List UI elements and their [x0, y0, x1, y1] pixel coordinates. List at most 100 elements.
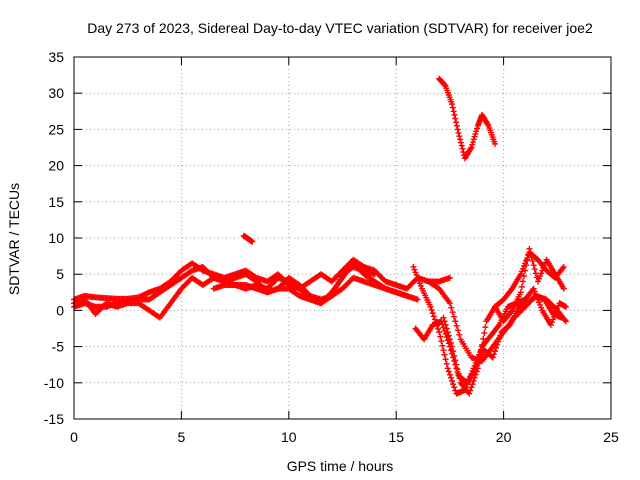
data-point — [455, 370, 462, 377]
y-tick-label: 15 — [48, 194, 64, 210]
data-point — [443, 325, 450, 332]
x-tick-label: 5 — [178, 429, 186, 445]
data-point — [538, 270, 545, 277]
data-point — [536, 275, 543, 282]
data-point — [524, 254, 531, 261]
data-point — [548, 319, 555, 326]
data-point — [457, 136, 464, 143]
y-tick-label: 5 — [56, 266, 64, 282]
data-point — [428, 306, 435, 313]
data-point — [547, 321, 554, 328]
y-tick-label: -5 — [52, 339, 65, 355]
data-point — [417, 282, 424, 289]
data-point — [471, 374, 478, 381]
data-point — [467, 387, 474, 394]
data-point — [476, 353, 483, 360]
data-point — [531, 288, 538, 295]
data-point — [249, 238, 256, 245]
data-point — [452, 115, 459, 122]
data-point — [446, 336, 453, 343]
y-tick-label: 25 — [48, 121, 64, 137]
data-point — [482, 324, 489, 331]
data-point — [449, 101, 456, 108]
data-point — [443, 360, 450, 367]
data-point — [453, 322, 460, 329]
data-point — [518, 268, 525, 275]
data-point — [468, 384, 475, 391]
data-point — [445, 332, 452, 339]
data-point — [452, 357, 459, 364]
data-point — [472, 371, 479, 378]
data-point — [440, 314, 447, 321]
data-point — [532, 270, 539, 277]
data-point — [447, 339, 454, 346]
data-point — [452, 318, 459, 325]
data-point — [550, 316, 557, 323]
data-point — [451, 111, 458, 118]
data-point — [442, 356, 449, 363]
data-point — [446, 371, 453, 378]
data-point — [449, 104, 456, 111]
data-point — [444, 329, 451, 336]
y-tick-label: 30 — [48, 85, 64, 101]
data-point — [531, 266, 538, 273]
data-point — [441, 351, 448, 358]
data-point — [474, 125, 481, 132]
data-point — [414, 296, 421, 303]
data-point — [413, 272, 420, 279]
data-point — [530, 262, 537, 269]
data-point — [522, 260, 529, 267]
data-point — [450, 313, 457, 320]
series-trace-j — [440, 245, 567, 397]
data-point — [519, 265, 526, 272]
data-point — [480, 335, 487, 342]
series-trace-f — [436, 75, 499, 162]
data-point — [537, 273, 544, 280]
data-point — [472, 130, 479, 137]
y-tick-label: 0 — [56, 302, 64, 318]
data-point — [442, 321, 449, 328]
data-point — [519, 278, 526, 285]
data-point — [444, 365, 451, 372]
data-point — [441, 82, 448, 89]
axis-ticks: 0 5 10 15 20 25 -15 -10 -5 0 5 10 15 20 25 30 35 — [44, 49, 619, 445]
data-point — [518, 283, 525, 290]
data-point — [414, 274, 421, 281]
y-tick-label: -15 — [44, 411, 64, 427]
series-trace-a — [71, 256, 453, 303]
data-point — [523, 257, 530, 264]
data-point — [530, 285, 537, 292]
data-point — [415, 277, 422, 284]
data-point — [457, 139, 464, 146]
data-point — [474, 365, 481, 372]
data-point — [445, 368, 452, 375]
data-point — [416, 280, 423, 287]
data-point — [451, 352, 458, 359]
data-point — [435, 325, 442, 332]
data-point — [454, 126, 461, 133]
y-tick-label: 35 — [48, 49, 64, 65]
data-point — [449, 343, 456, 350]
data-point — [453, 361, 460, 368]
data-point — [470, 377, 477, 384]
data-point — [492, 348, 499, 355]
data-point — [446, 274, 453, 281]
x-tick-label: 20 — [496, 429, 512, 445]
y-tick-label: 10 — [48, 230, 64, 246]
data-point — [447, 374, 454, 381]
data-point — [427, 303, 434, 310]
data-point — [449, 377, 456, 384]
data-point — [471, 133, 478, 140]
data-point — [430, 313, 437, 320]
data-point — [473, 128, 480, 135]
y-tick-label: 20 — [48, 158, 64, 174]
data-point — [438, 338, 445, 345]
data-point — [440, 347, 447, 354]
data-point — [537, 301, 544, 308]
data-point — [439, 342, 446, 349]
data-point — [459, 145, 466, 152]
data-point — [454, 327, 461, 334]
data-point — [450, 348, 457, 355]
data-point — [410, 263, 417, 270]
